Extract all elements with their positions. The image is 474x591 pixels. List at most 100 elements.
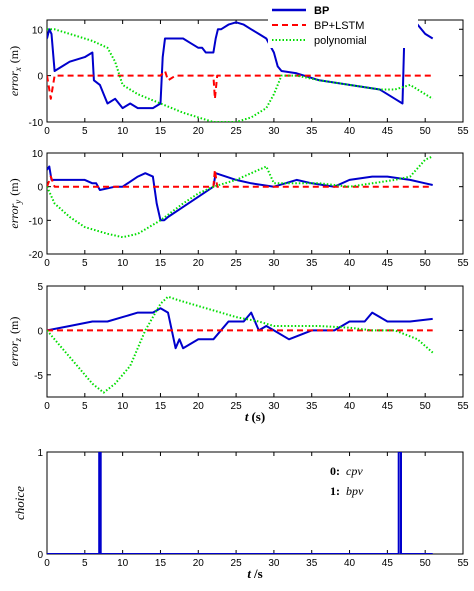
legend-label: BP+LSTM [314, 20, 364, 32]
series-line-bp-lstm [47, 70, 433, 100]
x-tick-label: 0 [44, 258, 50, 269]
panel-choice: 0 5 10 15 20 25 30 35 40 45 50 55 0 1 choice t/s 0: cpv 1:… [12, 448, 469, 581]
y-tick-label: 0 [37, 326, 43, 337]
x-tick-label: 40 [344, 258, 356, 269]
y-tick-label: 10 [32, 25, 44, 36]
y-tick-label: 10 [32, 149, 44, 160]
x-tick-label: 50 [420, 401, 432, 412]
annotation-key: 0: [330, 464, 340, 478]
x-tick-label: 55 [457, 258, 469, 269]
x-tick-label: 30 [268, 558, 280, 569]
x-tick-label: 25 [231, 126, 243, 137]
x-tick-label: 30 [268, 401, 280, 412]
y-tick-label: -10 [29, 118, 44, 129]
x-tick-label: 50 [420, 258, 432, 269]
legend: BP BP+LSTM polynomial [268, 2, 418, 48]
panel-error_z: 0 5 10 15 20 25 30 35 40 45 50 55 -5 0 5 errorz (m) t (s) [7, 282, 469, 424]
annotation-key: 1: [330, 484, 340, 498]
series-line-bp [47, 165, 433, 222]
legend-label: polynomial [314, 35, 367, 47]
x-tick-label: 50 [420, 558, 432, 569]
x-tick-label: 20 [193, 126, 205, 137]
x-tick-label: 5 [82, 258, 88, 269]
x-tick-label: 25 [231, 401, 243, 412]
y-axis-label: errory (m) [7, 178, 23, 228]
x-tick-label: 10 [117, 258, 129, 269]
y-axis-label: errorx (m) [7, 46, 23, 96]
x-tick-label: 55 [457, 401, 469, 412]
x-tick-label: 45 [382, 401, 394, 412]
y-tick-label: -5 [34, 371, 43, 382]
annotation-1: 1: bpv [330, 484, 364, 498]
x-tick-label: 20 [193, 258, 205, 269]
x-tick-label: 0 [44, 126, 50, 137]
y-tick-label: 1 [37, 448, 43, 459]
x-tick-label: 30 [268, 258, 280, 269]
x-tick-label: 15 [155, 558, 167, 569]
y-tick-label: 0 [37, 72, 43, 83]
axes-box [46, 152, 464, 255]
x-tick-label: 15 [155, 126, 167, 137]
x-tick-label: 15 [155, 258, 167, 269]
y-tick-label: 0 [37, 183, 43, 194]
series-line-polynomial [47, 28, 434, 122]
y-axis-label-main: error [7, 203, 21, 228]
x-tick-label: 10 [117, 401, 129, 412]
series-line-bp [47, 307, 433, 350]
x-tick-label: 40 [344, 558, 356, 569]
x-axis-label-unit: /s [253, 566, 263, 581]
x-tick-label: 0 [44, 401, 50, 412]
x-tick-label: 5 [82, 126, 88, 137]
x-tick-label: 0 [44, 558, 50, 569]
annotation-label: cpv [346, 464, 363, 478]
x-tick-label: 40 [344, 401, 356, 412]
x-tick-label: 30 [268, 126, 280, 137]
x-tick-label: 10 [117, 126, 129, 137]
series-line-bp [47, 20, 434, 110]
x-axis-label-main: t [245, 409, 249, 424]
x-tick-label: 35 [306, 558, 318, 569]
y-axis-label-main: error [7, 341, 21, 366]
x-tick-label: 50 [420, 126, 432, 137]
x-axis-label-unit: (s) [251, 409, 265, 424]
x-tick-label: 35 [306, 401, 318, 412]
x-tick-label: 5 [82, 558, 88, 569]
x-axis-label: t/s [247, 566, 262, 581]
y-axis-label-unit: (m) [7, 46, 21, 63]
y-tick-label: -20 [29, 250, 44, 261]
y-tick-label: 0 [37, 550, 43, 561]
y-axis-label: errorz (m) [7, 317, 23, 367]
x-tick-label: 45 [382, 558, 394, 569]
annotation-0: 0: cpv [330, 464, 363, 478]
x-tick-label: 35 [306, 258, 318, 269]
y-axis-label-unit: (m) [7, 317, 21, 334]
x-tick-label: 40 [344, 126, 356, 137]
series-line-polynomial [47, 155, 434, 239]
x-tick-label: 20 [193, 558, 205, 569]
x-tick-label: 45 [382, 258, 394, 269]
y-axis-label-sub: z [13, 337, 23, 342]
x-tick-label: 15 [155, 401, 167, 412]
x-tick-label: 5 [82, 401, 88, 412]
x-tick-label: 25 [231, 258, 243, 269]
y-axis-label-unit: (m) [7, 178, 21, 195]
x-tick-label: 35 [306, 126, 318, 137]
x-tick-label: 20 [193, 401, 205, 412]
x-axis-label-main: t [247, 566, 251, 581]
panel-error_y: 0 5 10 15 20 25 30 35 40 45 50 55 -20 -10 0 10 errory (m) [7, 149, 469, 269]
x-tick-label: 45 [382, 126, 394, 137]
annotation-label: bpv [346, 484, 364, 498]
y-tick-label: 5 [37, 282, 43, 293]
y-tick-label: -10 [29, 216, 44, 227]
x-tick-label: 55 [457, 558, 469, 569]
y-axis-label-sub: y [13, 200, 23, 205]
y-axis-label-main: error [7, 71, 21, 96]
x-tick-label: 55 [457, 126, 469, 137]
x-axis-label: t (s) [245, 409, 265, 424]
axes-box [46, 285, 464, 398]
series-line-choice [47, 452, 433, 554]
axes-box [46, 451, 464, 555]
x-tick-label: 10 [117, 558, 129, 569]
x-tick-label: 25 [231, 558, 243, 569]
